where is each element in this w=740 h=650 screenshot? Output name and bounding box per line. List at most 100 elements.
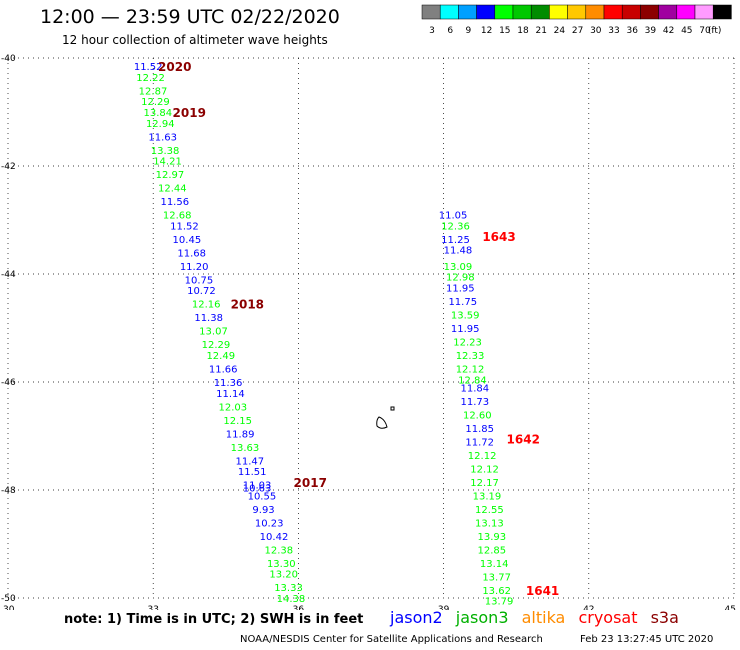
y-tick-label: -48	[1, 486, 16, 496]
pass-time-label: 1641	[526, 584, 559, 598]
wave-height-point: 13.09	[444, 262, 473, 273]
x-tick-label: 45	[725, 605, 736, 610]
colorbar-tick-label: 9	[466, 26, 472, 36]
y-tick-label: -44	[1, 270, 16, 280]
colorbar-swatch	[694, 4, 714, 20]
y-tick-label: -42	[1, 162, 16, 172]
wave-height-point: 12.38	[265, 545, 294, 556]
wave-height-point: 12.33	[456, 351, 485, 362]
wave-height-point: 13.07	[199, 327, 228, 338]
wave-height-point: 12.22	[136, 73, 165, 84]
colorbar-tick-label: 15	[499, 26, 510, 36]
wave-height-point: 13.33	[274, 583, 303, 594]
wave-height-point: 13.62	[482, 586, 511, 597]
pass-time-label: 2020	[158, 60, 191, 74]
wave-height-point: 12.17	[470, 478, 499, 489]
wave-height-point: 10.23	[255, 518, 284, 529]
wave-height-point: 11.84	[461, 383, 490, 394]
y-tick-label: -40	[1, 54, 16, 64]
colorbar-swatch	[458, 4, 477, 20]
colorbar-tick-label: 6	[447, 26, 453, 36]
wave-height-point: 11.75	[448, 297, 477, 308]
wave-height-point: 11.73	[461, 397, 490, 408]
wave-height-point: 11.14	[216, 389, 245, 400]
legend-cryosat: cryosat	[578, 608, 638, 627]
wave-height-point: 12.98	[446, 273, 475, 284]
wave-height-point: 12.60	[463, 410, 492, 421]
wave-height-point: 13.84	[144, 108, 173, 119]
wave-height-point: 12.23	[453, 338, 482, 349]
wave-height-point: 11.68	[177, 248, 206, 259]
colorbar-tick-label: 36	[626, 26, 638, 36]
wave-height-point: 12.87	[139, 86, 168, 97]
wave-height-point: 11.47	[235, 456, 264, 467]
colorbar-tick-label: 21	[535, 26, 546, 36]
wave-height-point: 12.49	[206, 351, 235, 362]
pass-time-label: 2019	[173, 106, 206, 120]
x-tick-label: 42	[583, 605, 594, 610]
wave-height-point: 10.55	[248, 491, 277, 502]
wave-height-point: 12.55	[475, 505, 504, 516]
wave-height-labels: 11.5212.2212.8712.2913.8412.9411.6313.38…	[134, 62, 514, 608]
chart-subtitle: 12 hour collection of altimeter wave hei…	[62, 33, 328, 47]
wave-height-point: 11.95	[451, 324, 480, 335]
wave-height-point: 11.85	[465, 424, 494, 435]
wave-height-point: 12.44	[158, 184, 187, 195]
wave-height-point: 11.05	[439, 211, 468, 222]
colorbar-swatch	[676, 4, 696, 20]
wave-height-point: 10.75	[185, 275, 214, 286]
wave-height-point: 11.52	[134, 62, 163, 73]
wave-height-point: 11.66	[209, 365, 238, 376]
x-tick-label: 39	[438, 605, 450, 610]
colorbar-tick-label: 30	[590, 26, 602, 36]
wave-height-point: 11.20	[180, 262, 209, 273]
wave-height-point: 12.12	[470, 464, 499, 475]
pass-time-label: 1643	[482, 230, 515, 244]
wave-height-point: 13.59	[451, 311, 480, 322]
legend-jason3: jason3	[455, 608, 509, 627]
wave-height-point: 13.93	[477, 532, 506, 543]
wave-height-point: 12.94	[146, 119, 175, 130]
wave-height-point: 12.29	[141, 97, 170, 108]
wave-height-point: 14.21	[153, 157, 182, 168]
colorbar-tick-label: 18	[517, 26, 529, 36]
wave-height-point: 11.95	[446, 284, 475, 295]
colorbar-swatch	[421, 4, 441, 20]
x-tick-label: 36	[293, 605, 305, 610]
wave-height-point: 11.38	[194, 313, 223, 324]
wave-height-point: 13.13	[475, 518, 504, 529]
wave-height-point: 12.03	[219, 402, 248, 413]
wave-height-point: 12.29	[202, 340, 231, 351]
colorbar-swatch	[603, 4, 623, 20]
colorbar-tick-label: 27	[572, 26, 583, 36]
pass-time-label: 1642	[507, 433, 540, 447]
wave-height-point: 11.51	[238, 467, 267, 478]
wave-height-point: 11.63	[148, 132, 177, 143]
colorbar-swatch	[712, 4, 732, 20]
colorbar-swatch	[530, 4, 550, 20]
wave-height-point: 12.97	[156, 170, 185, 181]
wave-height-point: 11.03	[243, 481, 272, 492]
wave-height-point: 10.63	[243, 483, 272, 494]
pass-time-label: 2018	[231, 298, 264, 312]
wave-height-point: 12.12	[468, 451, 497, 462]
colorbar-tick-label: 39	[645, 26, 657, 36]
island-outline	[376, 406, 395, 429]
colorbar-swatch	[640, 4, 659, 20]
colorbar-swatch	[621, 4, 641, 20]
y-tick-label: -46	[1, 378, 16, 388]
wave-height-point: 12.12	[456, 365, 485, 376]
footer-note: note: 1) Time is in UTC; 2) SWH is in fe…	[64, 612, 364, 627]
wave-height-point: 11.36	[214, 378, 243, 389]
wave-height-point: 13.63	[231, 443, 260, 454]
wave-height-point: 13.14	[480, 559, 509, 570]
wave-height-point: 13.20	[269, 570, 298, 581]
colorbar-legend: 3 6 9 12 15 18 21 24 27 30 33 36 39 42 45 70(ft)	[421, 4, 732, 36]
wave-height-point: 11.72	[465, 437, 494, 448]
wave-height-point: 12.16	[192, 300, 221, 311]
chart-axes: 30 33 36 39 42 45 -40 -42 -44 -46 -48 -50	[1, 54, 736, 610]
legend-jason2: jason2	[390, 608, 443, 627]
pass-time-label: 2017	[294, 476, 327, 490]
wave-height-point: 10.72	[187, 286, 216, 297]
colorbar-swatch	[512, 4, 532, 20]
